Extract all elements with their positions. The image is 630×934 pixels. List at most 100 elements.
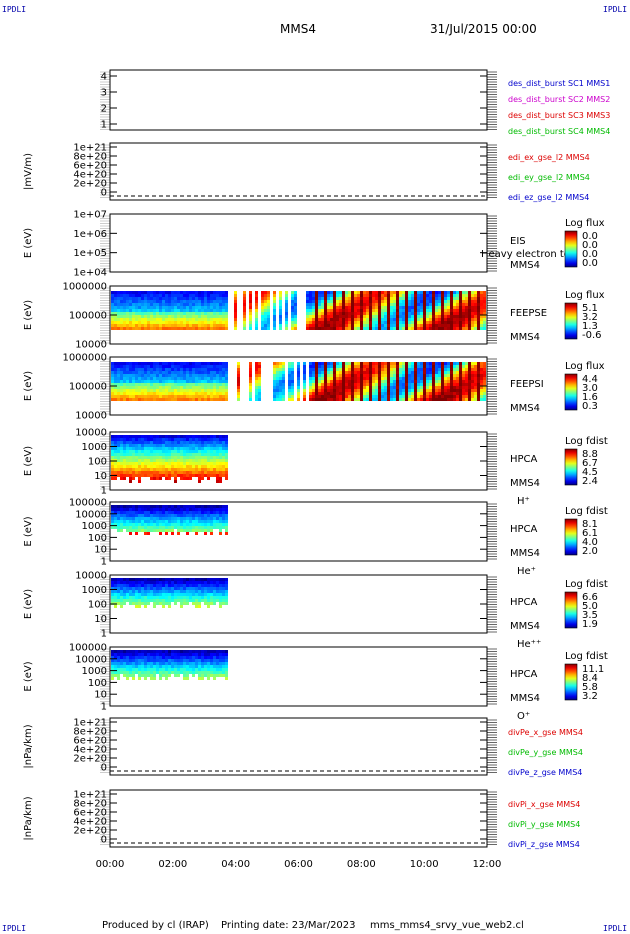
colorbar — [564, 230, 578, 268]
y-tick-label: 10 — [94, 690, 107, 701]
y-tick-label: 1000 — [82, 666, 107, 677]
legend-entry: edi_ey_gse_l2 MMS4 — [508, 173, 590, 182]
spacecraft-label: MMS4 — [510, 403, 540, 414]
y-axis-label: E (eV) — [23, 589, 34, 619]
spacecraft-label: MMS4 — [510, 621, 540, 632]
colorbar-tick-label: 2.0 — [582, 546, 598, 557]
y-tick-label: 4e+20 — [73, 817, 107, 828]
species-label: He⁺⁺ — [517, 639, 541, 650]
y-axis-label: E (eV) — [23, 228, 34, 258]
panel-frame — [109, 142, 488, 201]
colorbar — [564, 591, 578, 629]
colorbar-tick-label: 0.0 — [582, 258, 598, 269]
colorbar — [564, 518, 578, 556]
y-tick-label: 10000 — [75, 340, 107, 351]
colorbar-tick-label: -0.6 — [582, 330, 602, 341]
colorbar — [564, 302, 578, 340]
time-tick-label: 10:00 — [410, 859, 439, 870]
footer-produced: Produced by cl (IRAP) — [102, 920, 209, 931]
instrument-label: FEEPSI — [510, 379, 544, 390]
species-label: O⁺ — [517, 711, 530, 722]
instrument-label: HPCA — [510, 454, 538, 465]
y-tick-label: 10000 — [75, 411, 107, 422]
colorbar-tick-label: 5.0 — [582, 601, 598, 612]
spacecraft-label: MMS4 — [510, 332, 540, 343]
y-tick-label: 2e+20 — [73, 826, 107, 837]
y-tick-label: 8e+20 — [73, 799, 107, 810]
colorbar-tick-label: 3.2 — [582, 691, 598, 702]
legend-entry: divPe_y_gse MMS4 — [508, 748, 583, 757]
y-tick-label: 1000000 — [62, 282, 107, 293]
y-tick-label: 10000 — [75, 571, 107, 582]
colorbar-tick-label: 0.0 — [582, 240, 598, 251]
legend-entry: des_dist_burst SC4 MMS4 — [508, 127, 610, 136]
panel-3: 1e+07 1e+06 1e+05 1e+04 E (eV) EIS Heavy elect… — [23, 210, 605, 279]
y-axis-label: |nPa/km) — [23, 796, 34, 840]
legend-entry: divPe_x_gse MMS4 — [508, 728, 583, 737]
y-tick-label: 1 — [101, 629, 107, 640]
footer-printing-date: Printing date: 23/Mar/2023 — [221, 920, 356, 931]
spectrogram-4 — [111, 291, 486, 330]
panel-frame — [109, 69, 488, 131]
y-tick-label: 1 — [101, 557, 107, 568]
colorbar-tick-label: 1.6 — [582, 392, 598, 403]
y-tick-label: 1 — [101, 702, 107, 713]
y-axis-label: E (eV) — [23, 446, 34, 476]
colorbar-title: Log flux — [565, 218, 605, 229]
y-tick-label: 1e+21 — [73, 143, 107, 154]
y-tick-label: 4e+20 — [73, 170, 107, 181]
y-tick-label: 10000 — [75, 509, 107, 520]
colorbar-tick-label: 0.0 — [582, 249, 598, 260]
y-tick-label: 3 — [101, 88, 107, 99]
spectrogram-5 — [111, 362, 486, 401]
corner-label-bottom-left: IPDLI — [2, 924, 27, 933]
y-tick-label: 0 — [101, 763, 107, 774]
colorbar-title: Log fdist — [565, 651, 608, 662]
y-tick-label: 1e+06 — [73, 229, 107, 240]
colorbar-tick-label: 8.8 — [582, 449, 598, 460]
y-tick-label: 6e+20 — [73, 161, 107, 172]
y-tick-label: 6e+20 — [73, 736, 107, 747]
y-tick-label: 1000 — [82, 521, 107, 532]
colorbar-tick-label: 0.0 — [582, 231, 598, 242]
spacecraft-label: MMS4 — [510, 693, 540, 704]
y-axis-label: E (eV) — [23, 661, 34, 691]
spectrogram-9 — [111, 650, 228, 680]
panel-frame — [109, 717, 488, 776]
spectrogram-7 — [111, 505, 228, 535]
legend-entry: divPe_z_gse MMS4 — [508, 768, 582, 777]
legend-entry: des_dist_burst SC1 MMS1 — [508, 79, 610, 88]
colorbar-tick-label: 0.3 — [582, 401, 598, 412]
y-tick-label: 2e+20 — [73, 179, 107, 190]
colorbar-tick-label: 3.5 — [582, 610, 598, 621]
colorbar-tick-label: 3.0 — [582, 383, 598, 394]
spacecraft-label: MMS4 — [510, 260, 540, 271]
corner-label-bottom-right: IPDLI — [603, 924, 628, 933]
y-axis-label: |nPa/km) — [23, 724, 34, 768]
colorbar-tick-label: 5.8 — [582, 682, 598, 693]
panel-5: 1000000 100000 10000 E (eV) FEEPSI MMS4 Log fl… — [23, 353, 605, 422]
colorbar-title: Log flux — [565, 361, 605, 372]
y-axis-label: E (eV) — [23, 300, 34, 330]
legend-entry: edi_ex_gse_l2 MMS4 — [508, 153, 590, 162]
colorbar-tick-label: 3.2 — [582, 312, 598, 323]
species-label: He⁺ — [517, 566, 536, 577]
legend-entry: des_dist_burst SC2 MMS2 — [508, 95, 610, 104]
legend-entry: divPi_y_gse MMS4 — [508, 820, 580, 829]
y-tick-label: 2e+20 — [73, 754, 107, 765]
instrument-label: EIS — [510, 236, 526, 247]
legend-entry: edi_ez_gse_l2 MMS4 — [508, 193, 589, 202]
y-tick-label: 6e+20 — [73, 808, 107, 819]
y-tick-label: 8e+20 — [73, 727, 107, 738]
legend-entry: des_dist_burst SC3 MMS3 — [508, 111, 610, 120]
y-tick-label: 0 — [101, 835, 107, 846]
colorbar — [564, 448, 578, 486]
colorbar — [564, 663, 578, 701]
colorbar-tick-label: 6.6 — [582, 592, 598, 603]
colorbar — [564, 373, 578, 411]
